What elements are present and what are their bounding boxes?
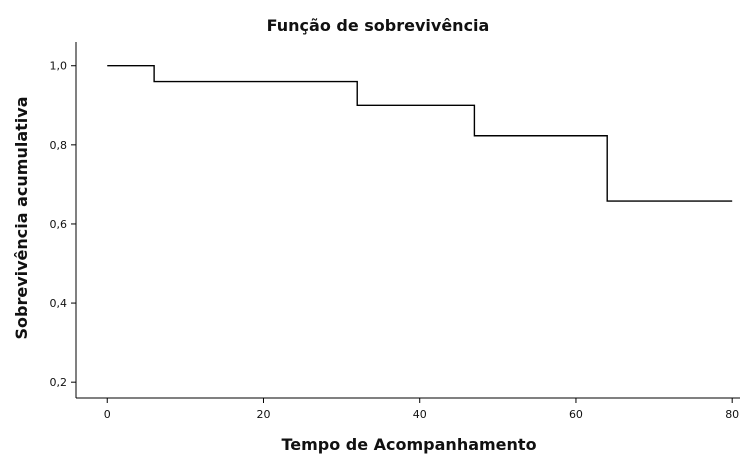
x-ticks: 0 20 40 60 80 bbox=[104, 398, 739, 421]
x-axis-title: Tempo de Acompanhamento bbox=[281, 435, 536, 454]
y-tick-label: 0,6 bbox=[50, 218, 68, 231]
y-tick-label: 1,0 bbox=[50, 60, 68, 73]
x-tick-label: 20 bbox=[256, 408, 270, 421]
y-tick-label: 0,8 bbox=[50, 139, 68, 152]
axes bbox=[75, 42, 740, 399]
y-ticks: 0,2 0,4 0,6 0,8 1,0 bbox=[50, 60, 76, 389]
x-tick-label: 40 bbox=[413, 408, 427, 421]
x-tick-label: 60 bbox=[569, 408, 583, 421]
x-tick-label: 0 bbox=[104, 408, 111, 421]
survival-step-line bbox=[107, 65, 733, 202]
chart-title: Função de sobrevivência bbox=[267, 16, 490, 35]
y-tick-label: 0,2 bbox=[50, 376, 68, 389]
y-tick-label: 0,4 bbox=[50, 297, 68, 310]
x-tick-label: 80 bbox=[725, 408, 739, 421]
y-axis-title: Sobrevivência acumulativa bbox=[12, 96, 31, 339]
series-layer bbox=[107, 65, 733, 202]
